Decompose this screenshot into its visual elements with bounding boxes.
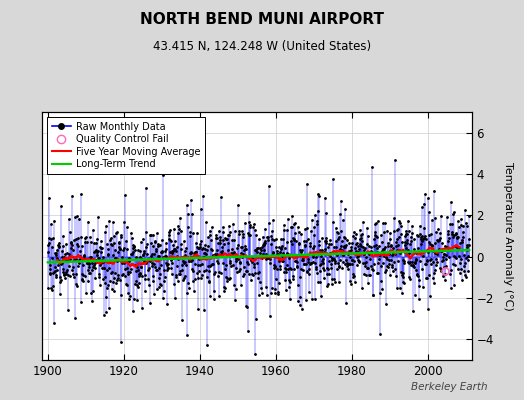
Text: NORTH BEND MUNI AIRPORT: NORTH BEND MUNI AIRPORT — [140, 12, 384, 27]
Text: Berkeley Earth: Berkeley Earth — [411, 382, 487, 392]
Text: 43.415 N, 124.248 W (United States): 43.415 N, 124.248 W (United States) — [153, 40, 371, 53]
Legend: Raw Monthly Data, Quality Control Fail, Five Year Moving Average, Long-Term Tren: Raw Monthly Data, Quality Control Fail, … — [47, 117, 205, 174]
Y-axis label: Temperature Anomaly (°C): Temperature Anomaly (°C) — [503, 162, 514, 310]
